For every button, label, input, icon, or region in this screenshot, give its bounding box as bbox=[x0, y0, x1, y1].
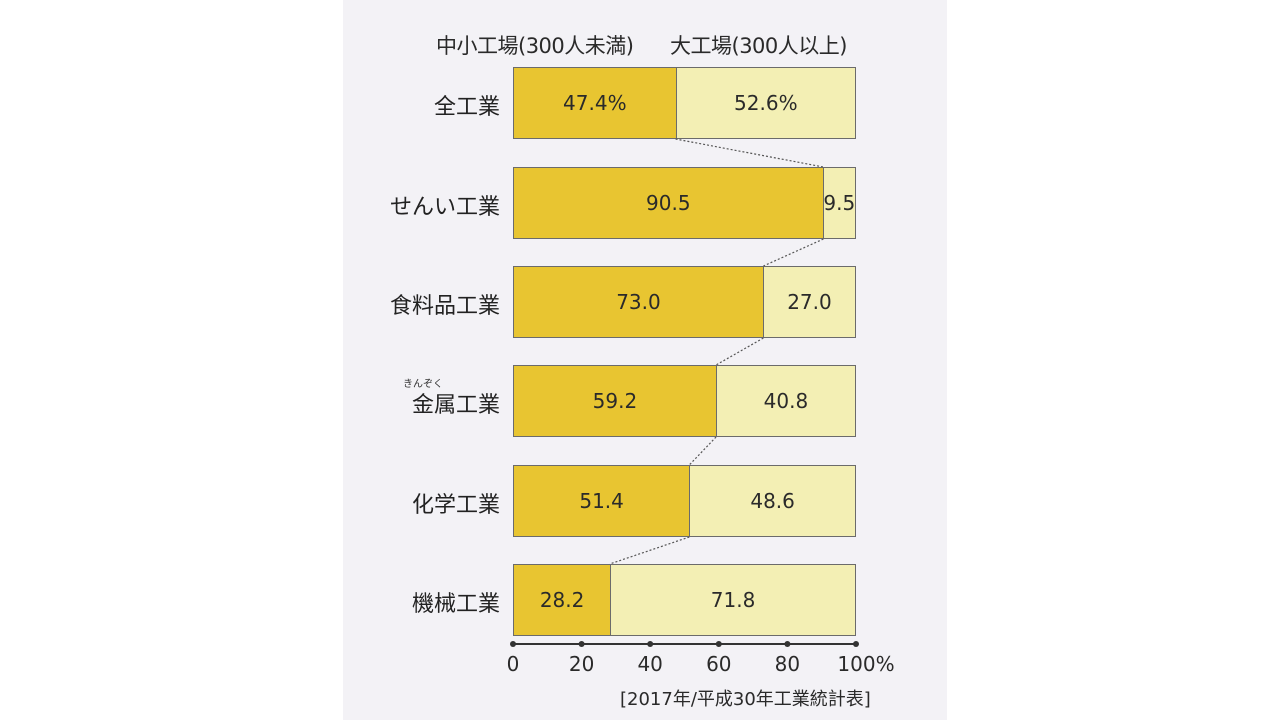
bar-segment-small-factories: 73.0 bbox=[514, 267, 763, 337]
source-note: [2017年/平成30年工業統計表] bbox=[620, 689, 871, 710]
x-axis bbox=[510, 641, 859, 647]
category-label: せんい工業 bbox=[389, 195, 500, 220]
bar-segment-large-factories: 52.6% bbox=[675, 68, 855, 138]
x-tick-label: 20 bbox=[568, 652, 595, 676]
legend-small-factories: 中小工場(300人未満) bbox=[436, 34, 634, 58]
ruby-reading: きんぞく bbox=[403, 379, 443, 390]
bar-segment-small-factories: 59.2 bbox=[514, 366, 716, 436]
bar-segment-small-factories: 51.4 bbox=[514, 466, 690, 536]
bar-segment-small-factories: 47.4% bbox=[514, 68, 676, 138]
bar-segment-small-factories: 28.2 bbox=[514, 565, 611, 635]
category-label: 化学工業 bbox=[411, 493, 500, 518]
bar-row: 59.2 40.8 bbox=[513, 365, 856, 437]
legend-large-factories: 大工場(300人以上) bbox=[670, 34, 847, 58]
category-label: 金属工業 bbox=[411, 393, 500, 418]
bar-row: 90.5 9.5 bbox=[513, 167, 856, 239]
category-label: 機械工業 bbox=[411, 592, 500, 617]
x-tick-label: 80 bbox=[774, 652, 801, 676]
bar-row: 51.4 48.6 bbox=[513, 465, 856, 537]
bar-row: 47.4% 52.6% bbox=[513, 67, 856, 139]
x-tick-label: 100% bbox=[837, 652, 895, 676]
category-label: 食料品工業 bbox=[389, 294, 500, 319]
x-tick-label: 60 bbox=[706, 652, 732, 676]
bar-segment-large-factories: 9.5 bbox=[822, 168, 855, 238]
dotted-connectors bbox=[609, 138, 824, 565]
bar-segment-large-factories: 48.6 bbox=[689, 466, 855, 536]
bar-segment-large-factories: 71.8 bbox=[610, 565, 855, 635]
bar-row: 73.0 27.0 bbox=[513, 266, 856, 338]
category-label: 全工業 bbox=[433, 95, 500, 120]
x-tick-label: 0 bbox=[506, 652, 520, 676]
bar-segment-large-factories: 27.0 bbox=[762, 267, 855, 337]
bar-row: 28.2 71.8 bbox=[513, 564, 856, 636]
bar-segment-small-factories: 90.5 bbox=[514, 168, 823, 238]
bar-segment-large-factories: 40.8 bbox=[715, 366, 855, 436]
x-tick-label: 40 bbox=[637, 652, 663, 676]
